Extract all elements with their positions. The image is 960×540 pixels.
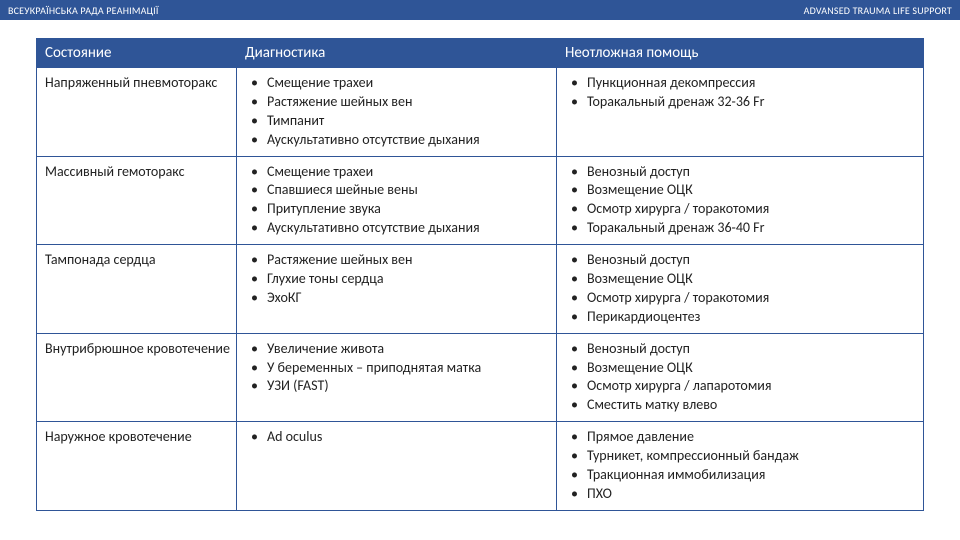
treatment-cell: Венозный доступВозмещение ОЦКОсмотр хиру… <box>557 245 924 334</box>
list-item: Тимпанит <box>245 112 550 131</box>
table-row: Тампонада сердцаРастяжение шейных венГлу… <box>37 245 924 334</box>
list-item: Возмещение ОЦК <box>565 181 917 200</box>
list-item: Ad oculus <box>245 428 550 447</box>
diagnosis-list: Увеличение животаУ беременных – приподня… <box>245 340 550 397</box>
list-item: У беременных – приподнятая матка <box>245 359 550 378</box>
list-item: Осмотр хирурга / торакотомия <box>565 289 917 308</box>
table-body: Напряженный пневмотораксСмещение трахеиР… <box>37 68 924 511</box>
treatment-list: Пункционная декомпрессияТоракальный дрен… <box>565 74 917 112</box>
list-item: Сместить матку влево <box>565 396 917 415</box>
treatment-cell: Венозный доступВозмещение ОЦКОсмотр хиру… <box>557 333 924 422</box>
list-item: Растяжение шейных вен <box>245 93 550 112</box>
list-item: Спавшиеся шейные вены <box>245 181 550 200</box>
diagnosis-cell: Ad oculus <box>237 422 557 511</box>
diagnosis-cell: Смещение трахеиРастяжение шейных венТимп… <box>237 68 557 157</box>
diagnosis-list: Смещение трахеиСпавшиеся шейные веныПрит… <box>245 163 550 239</box>
list-item: Тракционная иммобилизация <box>565 466 917 485</box>
table-container: Состояние Диагностика Неотложная помощь … <box>0 20 960 521</box>
diagnosis-list: Ad oculus <box>245 428 550 447</box>
list-item: ЭхоКГ <box>245 289 550 308</box>
col-treatment: Неотложная помощь <box>557 39 924 68</box>
diagnosis-list: Смещение трахеиРастяжение шейных венТимп… <box>245 74 550 150</box>
col-condition: Состояние <box>37 39 237 68</box>
list-item: Турникет, компрессионный бандаж <box>565 447 917 466</box>
treatment-list: Венозный доступВозмещение ОЦКОсмотр хиру… <box>565 251 917 327</box>
list-item: Смещение трахеи <box>245 163 550 182</box>
list-item: Глухие тоны сердца <box>245 270 550 289</box>
diagnosis-list: Растяжение шейных венГлухие тоны сердцаЭ… <box>245 251 550 308</box>
treatment-cell: Пункционная декомпрессияТоракальный дрен… <box>557 68 924 157</box>
list-item: Аускультативно отсутствие дыхания <box>245 219 550 238</box>
list-item: ПХО <box>565 485 917 504</box>
col-diagnosis: Диагностика <box>237 39 557 68</box>
list-item: Венозный доступ <box>565 251 917 270</box>
topbar-right: ADVANSED TRAUMA LIFE SUPPORT <box>804 4 952 17</box>
table-row: Массивный гемотораксСмещение трахеиСпавш… <box>37 156 924 245</box>
top-bar: ВСЕУКРАЇНСЬКА РАДА РЕАНІМАЦІЇ ADVANSED T… <box>0 0 960 20</box>
list-item: Увеличение живота <box>245 340 550 359</box>
list-item: Растяжение шейных вен <box>245 251 550 270</box>
main-table: Состояние Диагностика Неотложная помощь … <box>36 38 924 511</box>
table-row: Внутрибрюшное кровотечениеУвеличение жив… <box>37 333 924 422</box>
list-item: Аускультативно отсутствие дыхания <box>245 131 550 150</box>
condition-cell: Тампонада сердца <box>37 245 237 334</box>
condition-cell: Массивный гемоторакс <box>37 156 237 245</box>
list-item: Возмещение ОЦК <box>565 270 917 289</box>
diagnosis-cell: Растяжение шейных венГлухие тоны сердцаЭ… <box>237 245 557 334</box>
list-item: Перикардиоцентез <box>565 308 917 327</box>
treatment-list: Прямое давлениеТурникет, компрессионный … <box>565 428 917 504</box>
condition-cell: Внутрибрюшное кровотечение <box>37 333 237 422</box>
list-item: Смещение трахеи <box>245 74 550 93</box>
table-row: Наружное кровотечение Ad oculus Прямое дав… <box>37 422 924 511</box>
condition-cell: Напряженный пневмоторакс <box>37 68 237 157</box>
diagnosis-cell: Увеличение животаУ беременных – приподня… <box>237 333 557 422</box>
treatment-cell: Прямое давлениеТурникет, компрессионный … <box>557 422 924 511</box>
list-item: Торакальный дренаж 32-36 Fr <box>565 93 917 112</box>
list-item: Осмотр хирурга / лапаротомия <box>565 377 917 396</box>
treatment-list: Венозный доступВозмещение ОЦКОсмотр хиру… <box>565 340 917 416</box>
treatment-list: Венозный доступВозмещение ОЦКОсмотр хиру… <box>565 163 917 239</box>
list-item: Прямое давление <box>565 428 917 447</box>
list-item: Пункционная декомпрессия <box>565 74 917 93</box>
treatment-cell: Венозный доступВозмещение ОЦКОсмотр хиру… <box>557 156 924 245</box>
condition-cell: Наружное кровотечение <box>37 422 237 511</box>
list-item: Торакальный дренаж 36-40 Fr <box>565 219 917 238</box>
table-header-row: Состояние Диагностика Неотложная помощь <box>37 39 924 68</box>
list-item: Возмещение ОЦК <box>565 359 917 378</box>
list-item: Притупление звука <box>245 200 550 219</box>
list-item: УЗИ (FAST) <box>245 377 550 396</box>
diagnosis-cell: Смещение трахеиСпавшиеся шейные веныПрит… <box>237 156 557 245</box>
list-item: Венозный доступ <box>565 163 917 182</box>
table-row: Напряженный пневмотораксСмещение трахеиР… <box>37 68 924 157</box>
list-item: Осмотр хирурга / торакотомия <box>565 200 917 219</box>
topbar-left: ВСЕУКРАЇНСЬКА РАДА РЕАНІМАЦІЇ <box>8 4 159 17</box>
list-item: Венозный доступ <box>565 340 917 359</box>
